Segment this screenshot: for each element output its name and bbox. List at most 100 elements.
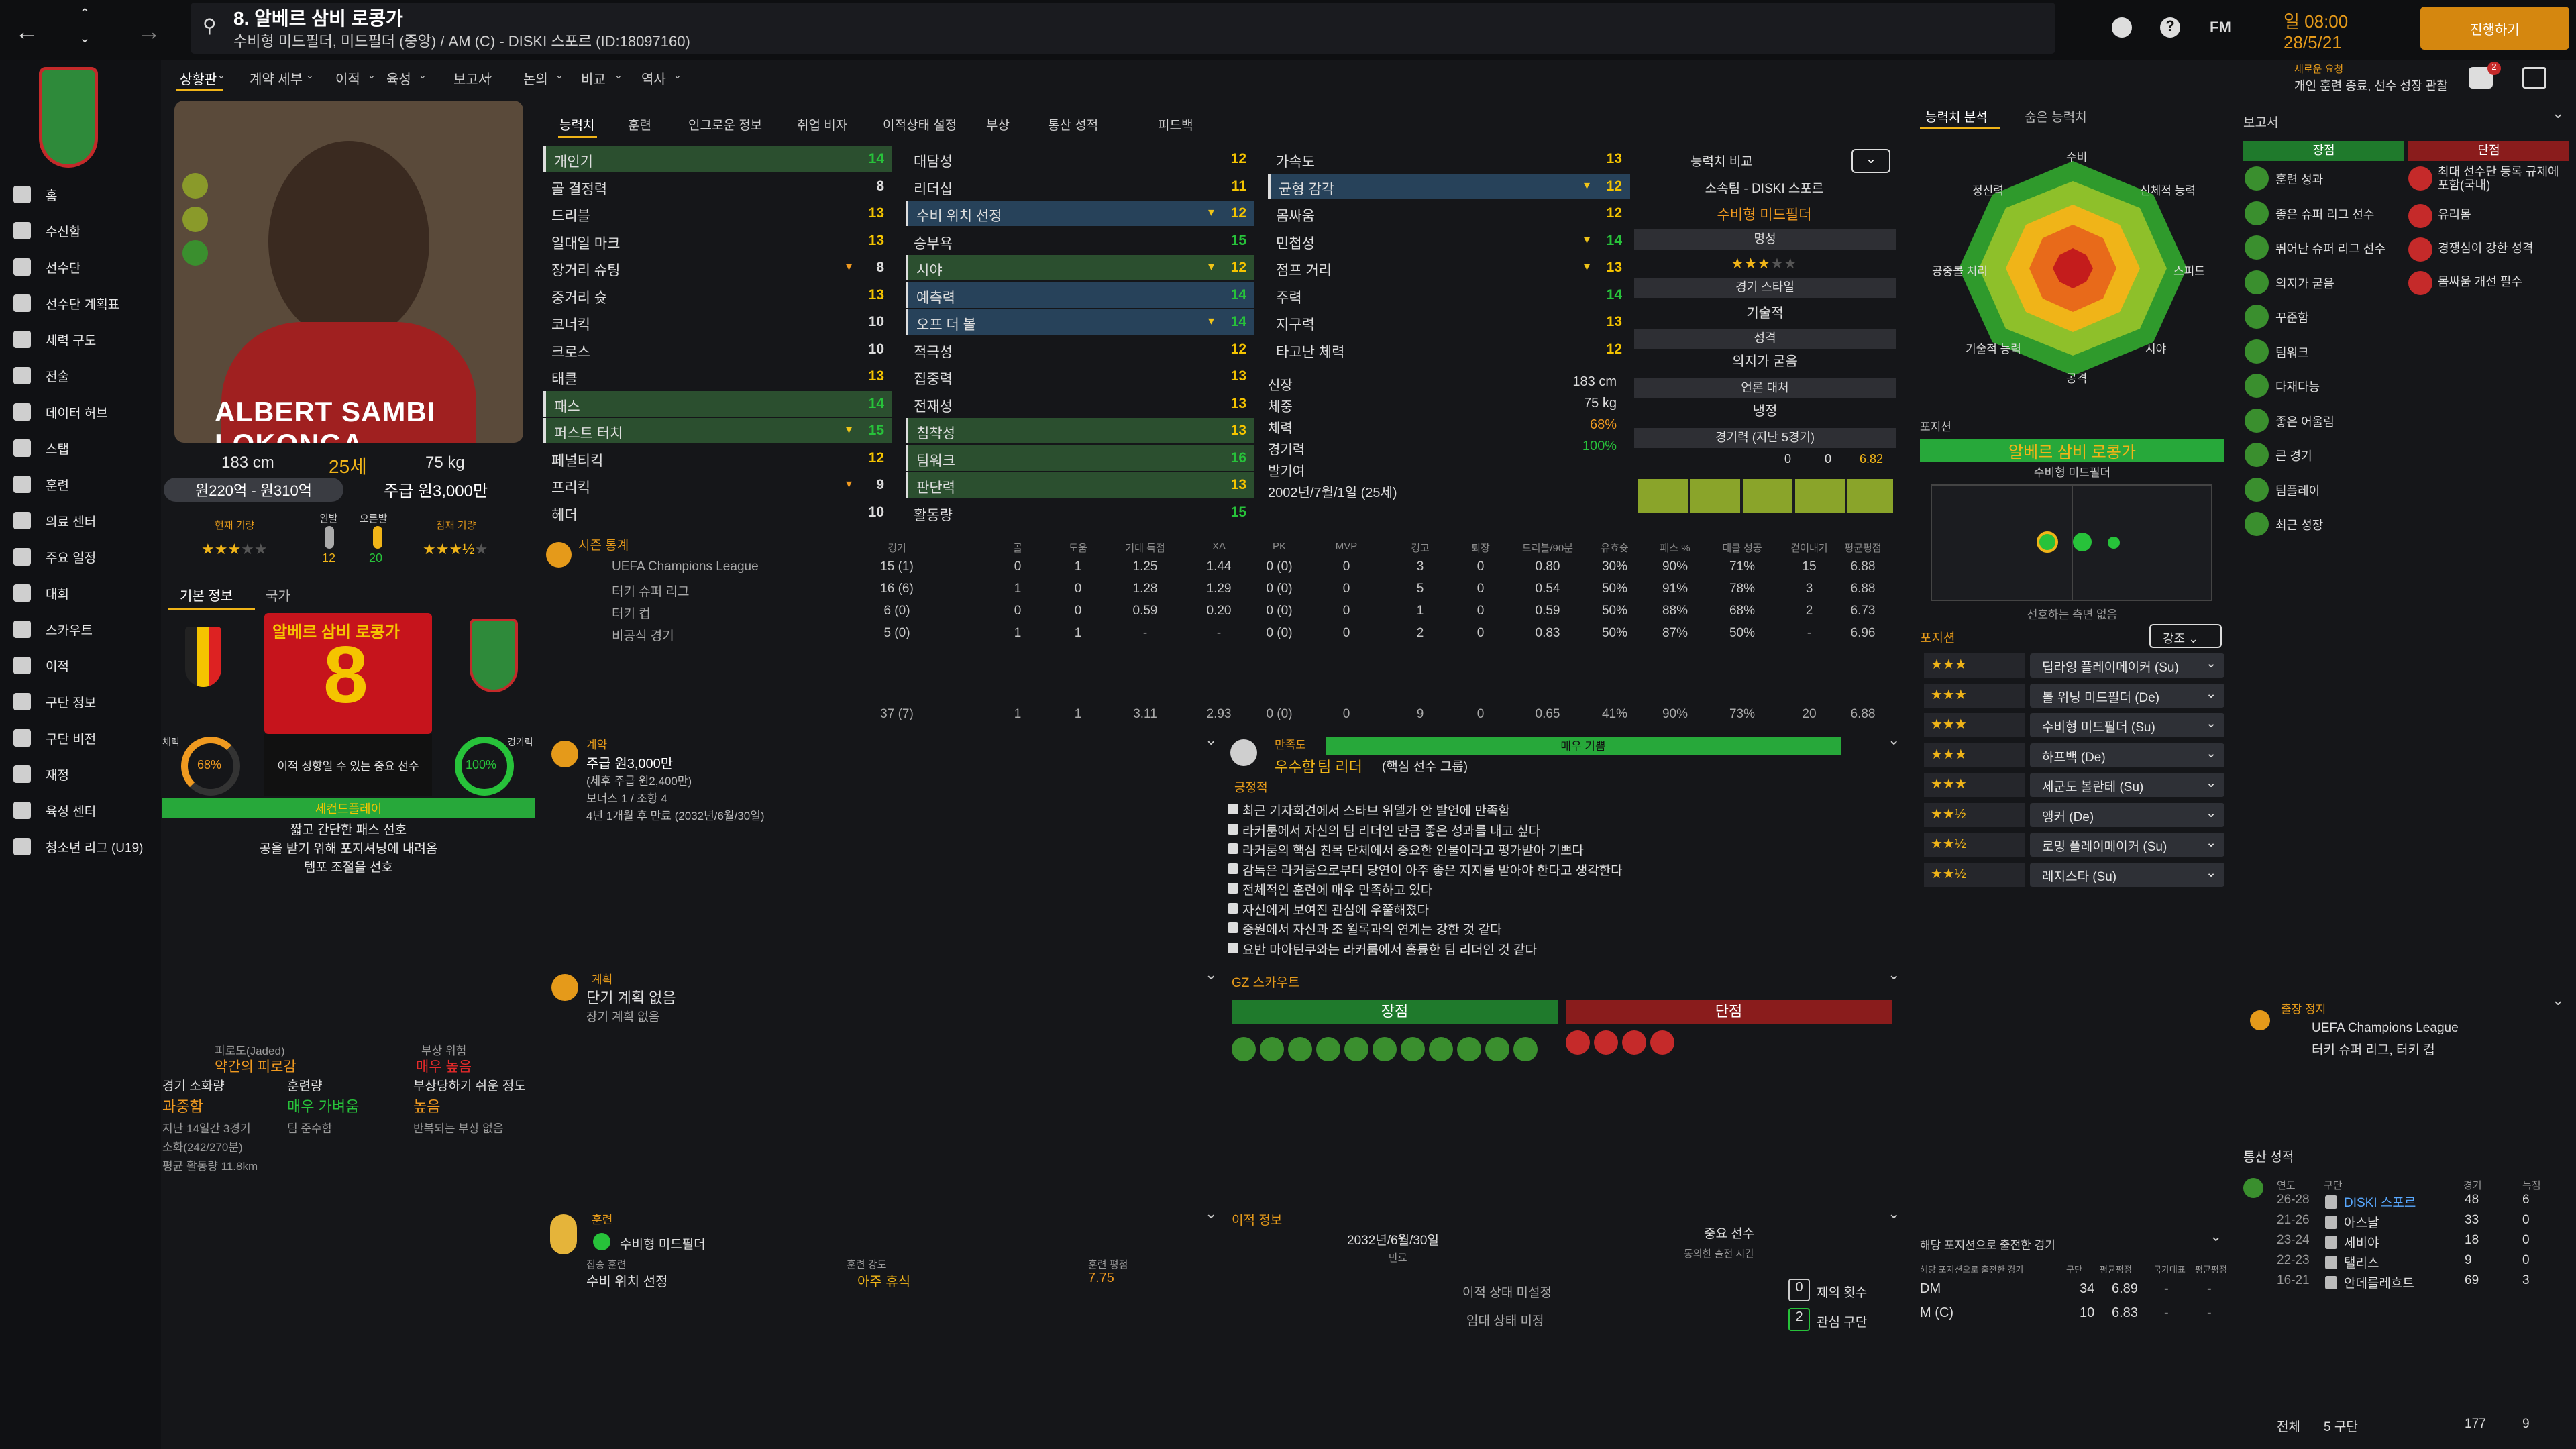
menu-item[interactable]: 상황판: [180, 72, 217, 87]
sidebar-item[interactable]: 스탭: [13, 435, 69, 462]
sidebar-item[interactable]: 스카우트: [13, 616, 93, 643]
tab-2[interactable]: 인그로운 정보: [688, 119, 763, 133]
transfer-collapse-icon[interactable]: ⌄: [1888, 1205, 1900, 1222]
plan-collapse-icon[interactable]: ⌄: [1205, 966, 1218, 983]
sidebar-item[interactable]: 훈련: [13, 471, 69, 498]
compare-dropdown[interactable]: ⌄: [1851, 149, 1890, 173]
position-sub[interactable]: 포지션: [1920, 631, 1955, 645]
role-dropdown[interactable]: 하프백 (De) ⌄: [2030, 743, 2224, 767]
sidebar-item[interactable]: 선수단: [13, 254, 80, 280]
fm-logo[interactable]: FM: [2210, 19, 2231, 36]
training-collapse-icon[interactable]: ⌄: [1205, 1205, 1218, 1222]
role-dropdown[interactable]: 앵커 (De) ⌄: [2030, 802, 2224, 827]
history-club[interactable]: 안데를레흐트: [2344, 1277, 2414, 1291]
menu-item[interactable]: 계약 세부: [250, 72, 303, 87]
sidebar-item[interactable]: 재정: [13, 761, 69, 788]
role-dropdown[interactable]: 딥라잉 플레이메이커 (Su) ⌄: [2030, 653, 2224, 678]
menu-item[interactable]: 논의: [523, 72, 548, 87]
role-dropdown[interactable]: 볼 위닝 미드필더 (De) ⌄: [2030, 683, 2224, 708]
tab-7[interactable]: 피드백: [1158, 119, 1193, 133]
tab-0[interactable]: 능력치: [559, 119, 595, 133]
ban-collapse-icon[interactable]: ⌄: [2552, 991, 2565, 1008]
role-dropdown[interactable]: 수비형 미드필더 (Su) ⌄: [2030, 713, 2224, 737]
back-icon[interactable]: ←: [15, 17, 39, 45]
plan-title[interactable]: 계획: [592, 973, 613, 986]
history-club[interactable]: 아스날: [2344, 1216, 2379, 1230]
strength-dropdown[interactable]: 강조 ⌄: [2149, 624, 2222, 648]
chevron-down-icon[interactable]: ⌄: [486, 70, 494, 80]
search-bar[interactable]: [191, 3, 2055, 54]
menu-item[interactable]: 보고서: [453, 72, 491, 87]
chevron-down-icon[interactable]: ⌄: [306, 70, 314, 80]
history-title: 통산 성적: [2243, 1150, 2294, 1165]
season-stats-title[interactable]: 시즌 통계: [578, 539, 629, 553]
chevron-down-icon[interactable]: ⌄: [368, 70, 376, 80]
posapp-collapse-icon[interactable]: ⌄: [2210, 1228, 2222, 1244]
role-dropdown[interactable]: 로밍 플레이메이커 (Su) ⌄: [2030, 833, 2224, 857]
menu-item[interactable]: 역사: [641, 72, 666, 87]
sidebar-item[interactable]: 구단 비전: [13, 724, 96, 751]
contract-collapse-icon[interactable]: ⌄: [1205, 731, 1218, 748]
happiness-collapse-icon[interactable]: ⌄: [1888, 731, 1900, 748]
chevron-down-icon[interactable]: ⌄: [79, 31, 91, 46]
scout-collapse-icon[interactable]: ⌄: [1888, 966, 1900, 983]
happiness-item: 라커룸의 핵심 친목 단체에서 중요한 인물이라고 평가받아 기쁘다: [1242, 844, 1584, 858]
id-card-icon[interactable]: [2522, 67, 2546, 89]
chevron-down-icon[interactable]: ⌄: [674, 70, 682, 80]
sidebar-item[interactable]: 데이터 허브: [13, 398, 108, 425]
tab-4[interactable]: 이적상태 설정: [883, 119, 957, 133]
season-col-header: MVP: [1335, 541, 1358, 552]
sidebar-icon: [13, 439, 31, 457]
history-games: 69: [2465, 1273, 2479, 1287]
date-time[interactable]: 일 08:00: [2284, 11, 2349, 32]
contract-title[interactable]: 계약: [586, 739, 608, 751]
role-dropdown[interactable]: 레지스타 (Su) ⌄: [2030, 862, 2224, 887]
info-tab-basic[interactable]: 기본 정보: [180, 589, 233, 604]
forward-icon[interactable]: →: [137, 17, 161, 45]
sidebar-item[interactable]: 수신함: [13, 217, 80, 244]
info-tab-nation[interactable]: 국가: [266, 589, 290, 604]
history-club[interactable]: DISKI 스포르: [2344, 1196, 2416, 1210]
sidebar-item[interactable]: 의료 센터: [13, 507, 96, 534]
season-cell: 1: [1074, 626, 1082, 640]
report-collapse-icon[interactable]: ⌄: [2552, 105, 2565, 121]
happiness-title[interactable]: 만족도: [1275, 739, 1306, 751]
menu-item[interactable]: 육성: [386, 72, 411, 87]
sidebar-item[interactable]: 이적: [13, 652, 69, 679]
radar-tab-hidden[interactable]: 숨은 능력치: [2025, 111, 2087, 125]
chevron-up-icon[interactable]: ⌃: [79, 7, 91, 21]
sidebar-item[interactable]: 주요 일정: [13, 543, 96, 570]
radar-tab-analysis[interactable]: 능력치 분석: [1925, 111, 1988, 125]
tab-5[interactable]: 부상: [986, 119, 1010, 133]
tab-1[interactable]: 훈련: [628, 119, 651, 133]
sidebar-item[interactable]: 대회: [13, 580, 69, 606]
tab-6[interactable]: 통산 성적: [1048, 119, 1099, 133]
sidebar-item[interactable]: 전술: [13, 362, 69, 389]
date-day[interactable]: 28/5/21: [2284, 32, 2342, 52]
tab-3[interactable]: 취업 비자: [797, 119, 848, 133]
chevron-down-icon[interactable]: ⌄: [217, 70, 225, 80]
notif-text[interactable]: 개인 훈련 종료, 선수 성장 관찰: [2294, 79, 2448, 93]
sidebar-item[interactable]: 청소년 리그 (U19): [13, 833, 143, 860]
sidebar-item[interactable]: 세력 구도: [13, 326, 96, 353]
sidebar-item[interactable]: 육성 센터: [13, 797, 96, 824]
sidebar-icon: [13, 838, 31, 855]
chevron-down-icon[interactable]: ⌄: [555, 70, 564, 80]
role-dropdown[interactable]: 세군도 볼란테 (Su) ⌄: [2030, 773, 2224, 797]
sidebar-item[interactable]: 구단 정보: [13, 688, 96, 715]
sidebar-item[interactable]: 홈: [13, 181, 57, 208]
history-club[interactable]: 탤리스: [2344, 1256, 2379, 1271]
sidebar-item[interactable]: 선수단 계획표: [13, 290, 119, 317]
history-club[interactable]: 세비야: [2344, 1236, 2379, 1250]
chevron-down-icon[interactable]: ⌄: [419, 70, 427, 80]
menu-item[interactable]: 비교: [581, 72, 606, 87]
scout-title[interactable]: GZ 스카우트: [1232, 976, 1300, 990]
continue-button[interactable]: 진행하기: [2420, 7, 2569, 50]
menu-item[interactable]: 이적: [335, 72, 360, 87]
training-title[interactable]: 훈련: [592, 1214, 613, 1226]
chevron-down-icon[interactable]: ⌄: [614, 70, 623, 80]
fatigue-label: 피로도(Jaded): [215, 1044, 285, 1057]
help-icon[interactable]: ?: [2160, 17, 2180, 38]
transfer-title[interactable]: 이적 정보: [1232, 1214, 1283, 1228]
skull-icon[interactable]: [2112, 17, 2132, 38]
